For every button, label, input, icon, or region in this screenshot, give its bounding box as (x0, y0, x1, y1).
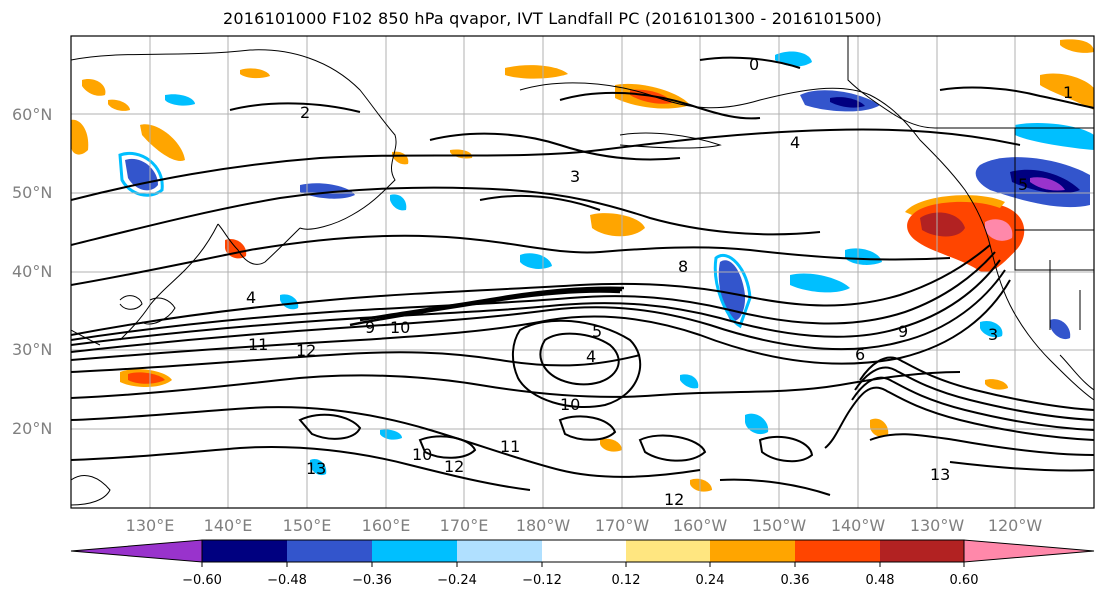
lon-label-120w: 120°W (987, 516, 1043, 535)
contour-label: 9 (898, 322, 908, 341)
contour-label: 2 (300, 103, 310, 122)
contour-label: 12 (444, 457, 464, 476)
map-title: 2016101000 F102 850 hPa qvapor, IVT Land… (223, 9, 882, 28)
colorbar-segment (710, 540, 795, 562)
contour-label: 5 (1018, 175, 1028, 194)
lon-label-180w: 180°W (515, 516, 571, 535)
lon-label-150w: 150°W (751, 516, 807, 535)
colorbar-tick-label: −0.36 (352, 573, 392, 588)
contour-label: 3 (988, 325, 998, 344)
contour-label: 12 (664, 490, 684, 509)
lat-label-30n: 30°N (12, 340, 53, 359)
contour-label: 4 (586, 347, 596, 366)
contour-label: 10 (412, 445, 432, 464)
contour-label: 0 (749, 55, 759, 74)
contour-label: 5 (592, 322, 602, 341)
contour-label: 6 (855, 345, 865, 364)
lat-label-40n: 40°N (12, 262, 53, 281)
colorbar-segment (795, 540, 880, 562)
ivt-contours (71, 56, 1094, 496)
colorbar-segment (202, 540, 287, 562)
colorbar-segment (542, 540, 626, 562)
contour-label: 8 (678, 257, 688, 276)
lat-label-60n: 60°N (12, 105, 53, 124)
shading-layer (71, 39, 1094, 492)
contour-label: 4 (246, 288, 256, 307)
lon-label-160e: 160°E (361, 516, 411, 535)
colorbar-tick-label: 0.60 (949, 573, 979, 588)
lat-label-20n: 20°N (12, 419, 53, 438)
colorbar-segment (287, 540, 372, 562)
colorbar-segment (457, 540, 542, 562)
lon-label-150e: 150°E (282, 516, 332, 535)
colorbar-segment (880, 540, 964, 562)
contour-labels: 0 1 2 3 3 4 4 4 5 5 6 8 9 9 10 10 10 11 … (246, 55, 1073, 509)
contour-label: 13 (930, 465, 950, 484)
lat-label-50n: 50°N (12, 183, 53, 202)
lon-label-160w: 160°W (672, 516, 728, 535)
contour-label: 11 (500, 437, 520, 456)
colorbar-segment (372, 540, 457, 562)
contour-label: 3 (570, 167, 580, 186)
colorbar-tick-label: 0.48 (865, 573, 895, 588)
contour-label: 1 (1063, 83, 1073, 102)
colorbar-tick-label: −0.48 (267, 573, 307, 588)
contour-label: 10 (560, 395, 580, 414)
colorbar-segment (626, 540, 710, 562)
coastlines (71, 36, 1094, 506)
lon-label-140w: 140°W (830, 516, 886, 535)
colorbar-tick-label: −0.24 (437, 573, 477, 588)
lon-label-170e: 170°E (439, 516, 489, 535)
contour-label: 11 (248, 335, 268, 354)
colorbar-tick-label: 0.24 (695, 573, 725, 588)
colorbar (70, 539, 1095, 567)
jet-core (349, 286, 625, 327)
graticule (71, 36, 1094, 508)
contour-label: 9 (365, 318, 375, 337)
contour-label: 12 (296, 341, 316, 360)
contour-label: 10 (390, 318, 410, 337)
colorbar-tick-label: 0.36 (780, 573, 810, 588)
lon-label-140e: 140°E (203, 516, 253, 535)
lon-label-130e: 130°E (125, 516, 175, 535)
colorbar-tick-label: −0.60 (182, 573, 222, 588)
colorbar-extend-right (963, 539, 1095, 563)
colorbar-extend-left (70, 539, 203, 563)
colorbar-tick-label: 0.12 (611, 573, 641, 588)
colorbar-tick-label: −0.12 (522, 573, 562, 588)
contour-label: 13 (306, 459, 326, 478)
contour-label: 4 (790, 133, 800, 152)
map-frame (70, 35, 1095, 509)
lon-label-130w: 130°W (909, 516, 965, 535)
lon-label-170w: 170°W (594, 516, 650, 535)
